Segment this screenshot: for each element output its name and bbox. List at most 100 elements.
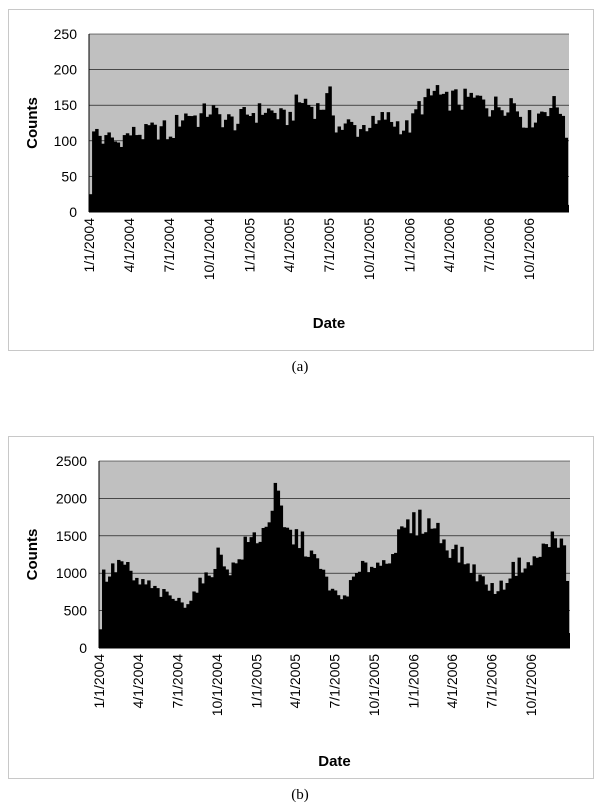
bar: [135, 577, 139, 648]
bar: [547, 547, 552, 648]
y-tick-label: 1000: [56, 565, 87, 581]
bar: [309, 106, 314, 212]
bar: [276, 490, 281, 648]
bar: [349, 121, 354, 212]
bar: [114, 572, 118, 648]
bar: [401, 130, 406, 212]
bar: [264, 526, 269, 648]
bar: [270, 110, 274, 212]
bar: [196, 126, 200, 212]
bar: [567, 204, 569, 212]
bar: [481, 99, 486, 212]
bar: [421, 533, 425, 648]
bar: [371, 115, 375, 212]
bar: [564, 137, 569, 212]
bar: [252, 532, 256, 648]
bar: [509, 98, 513, 212]
x-tick-label: 7/1/2006: [483, 654, 499, 709]
y-tick-label: 2500: [56, 453, 87, 469]
bar: [408, 132, 412, 212]
bar: [499, 580, 503, 648]
bar: [208, 114, 213, 212]
bar: [236, 123, 240, 212]
bar: [357, 571, 362, 648]
bar: [526, 562, 530, 648]
bar: [312, 554, 317, 648]
bar: [553, 538, 558, 648]
bar: [156, 139, 160, 212]
bar: [346, 119, 351, 212]
x-tick-label: 4/1/2006: [441, 218, 457, 273]
bar: [227, 114, 231, 212]
bar: [279, 505, 284, 648]
bar: [466, 96, 470, 212]
y-tick-label: 250: [54, 26, 78, 42]
bar: [313, 118, 317, 212]
bar: [138, 134, 142, 212]
bar: [363, 562, 368, 648]
bar: [334, 132, 338, 212]
bar: [366, 572, 371, 648]
bar: [263, 112, 268, 212]
bar: [515, 111, 519, 212]
bar: [242, 107, 246, 212]
bar: [406, 519, 410, 648]
bar: [333, 590, 338, 648]
bar: [521, 127, 526, 212]
bar: [171, 598, 175, 648]
x-tick-label: 7/1/2005: [326, 654, 342, 709]
bar: [327, 590, 332, 648]
bar: [297, 102, 302, 212]
bar: [377, 120, 381, 212]
bar: [541, 543, 546, 648]
bar: [354, 573, 359, 648]
y-tick-label: 500: [64, 603, 88, 619]
bar: [239, 109, 243, 212]
bar: [380, 112, 384, 212]
bar: [171, 137, 176, 212]
bar: [303, 98, 308, 212]
bar: [530, 127, 535, 212]
bar: [219, 554, 223, 648]
bar: [430, 528, 434, 648]
bar: [496, 591, 500, 648]
bar: [556, 547, 561, 648]
bar: [135, 135, 139, 212]
bar: [503, 115, 507, 212]
bar: [469, 92, 473, 212]
bar: [214, 107, 219, 212]
y-tick-label: 100: [54, 133, 78, 149]
bar: [538, 556, 543, 648]
bar: [405, 120, 409, 212]
bar: [168, 136, 173, 212]
bar: [561, 115, 566, 212]
bar: [201, 583, 205, 648]
bar: [113, 141, 118, 212]
bar: [523, 568, 527, 648]
bar: [138, 584, 142, 648]
bar: [368, 127, 372, 212]
bar: [339, 599, 344, 648]
bar: [285, 527, 290, 648]
bar: [309, 550, 314, 648]
bar: [340, 129, 345, 212]
bar: [198, 577, 202, 648]
bar: [540, 111, 544, 212]
bar: [288, 529, 293, 648]
bar: [220, 127, 225, 212]
bar: [322, 109, 326, 212]
bar: [395, 121, 400, 212]
bar: [475, 95, 480, 212]
bar: [279, 108, 283, 212]
bar: [484, 108, 489, 212]
bar: [549, 108, 553, 212]
bar: [184, 113, 188, 212]
bar: [439, 543, 443, 648]
bar: [108, 576, 112, 648]
bar: [348, 580, 353, 648]
bar: [177, 597, 181, 648]
x-tick-label: 1/1/2005: [241, 218, 257, 273]
bar: [131, 126, 136, 212]
bar: [423, 97, 427, 212]
bar: [400, 526, 404, 648]
